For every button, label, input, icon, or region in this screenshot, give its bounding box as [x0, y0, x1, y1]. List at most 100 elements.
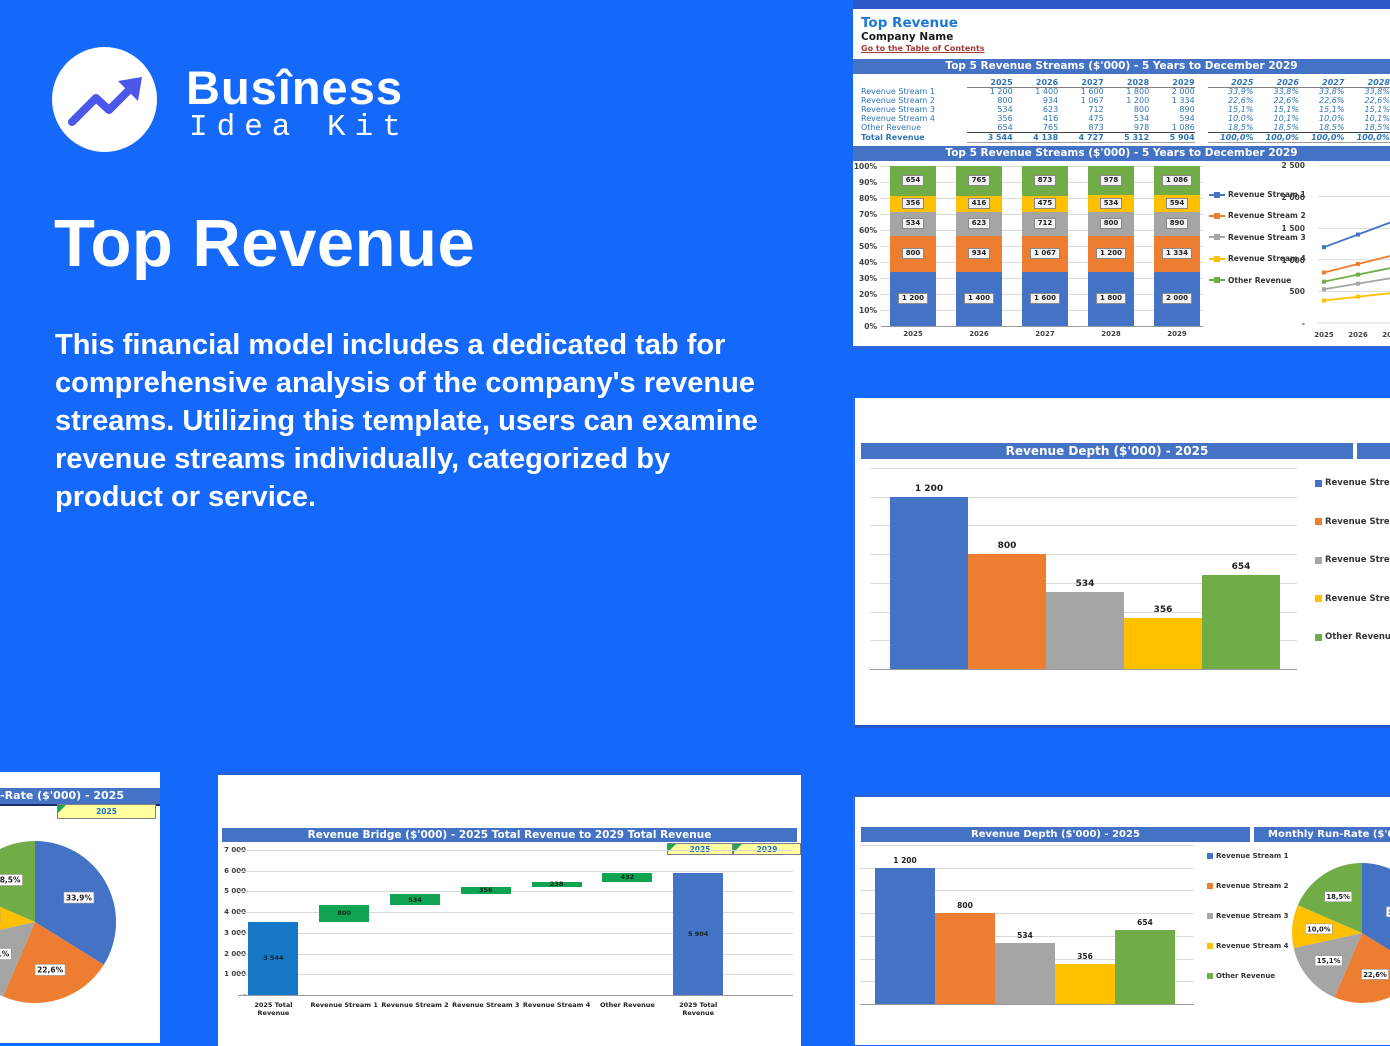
bridge-banner: Revenue Bridge ($'000) - 2025 Total Reve…	[222, 828, 797, 842]
y-tick: -	[1301, 319, 1305, 328]
cell-value: 1 800	[1126, 87, 1150, 96]
bar	[1046, 592, 1124, 669]
page-description: This financial model includes a dedicate…	[55, 329, 758, 513]
toc-link[interactable]: Go to the Table of Contents	[861, 44, 985, 53]
year-selector-value: 2025	[96, 807, 117, 816]
waterfall-bar	[673, 872, 724, 995]
y-tick: 500	[1289, 287, 1305, 297]
bar	[968, 554, 1046, 669]
value-chip: 800	[1099, 218, 1123, 230]
stacked-bar: 1 600 1 067 712 475 873	[1022, 166, 1068, 326]
bar-value-label: 432	[620, 873, 635, 882]
bar-value-label: 534	[1017, 931, 1033, 941]
legend-swatch	[1315, 595, 1322, 603]
grid-line	[238, 974, 793, 976]
bar-segment: 623	[956, 211, 1002, 236]
cell-pct: 18,5%	[1364, 123, 1390, 132]
legend-marker	[1209, 212, 1225, 219]
x-tick: Revenue Stream 1	[310, 1001, 378, 1009]
value-chip: 934	[967, 248, 991, 260]
grid-line	[238, 995, 793, 996]
year-selector[interactable]: 2025	[57, 804, 156, 819]
cell-value: 1 600	[1080, 87, 1104, 96]
y-tick: 40%	[859, 258, 877, 267]
grid-line	[870, 554, 1297, 556]
bar-segment: 1 200	[1088, 235, 1134, 272]
cell-pct: 33,8%	[1319, 87, 1345, 96]
legend-label: Revenue Stream 1	[1216, 852, 1289, 860]
cell-value: 873	[1088, 123, 1104, 132]
bar-value-label: 800	[997, 541, 1017, 552]
grid-line	[238, 912, 793, 914]
grid-line	[860, 1004, 1194, 1005]
brand-subname: Idea Kit	[189, 110, 410, 145]
y-tick: 50%	[859, 242, 877, 251]
svg-text:10,0%: 10,0%	[1307, 925, 1331, 933]
svg-text:15,1%: 15,1%	[1317, 957, 1341, 965]
legend-item: Revenue Stream 3	[1315, 555, 1390, 565]
grid-line	[870, 669, 1297, 670]
data-point	[1356, 294, 1360, 299]
depth-banner-small: Revenue Depth ($'000) - 2025	[861, 827, 1250, 842]
legend-label: Other Revenue	[1216, 972, 1276, 980]
bar	[1202, 575, 1280, 669]
bar-value-label: 3 544	[263, 954, 284, 963]
cell-value: 1 334	[1171, 96, 1195, 105]
y-tick: 7 000	[224, 846, 246, 854]
x-tick: 2028	[1101, 330, 1121, 338]
bar-value-label: 356	[479, 886, 493, 895]
legend-marker	[1209, 234, 1225, 241]
pie-label: 15,1%	[0, 948, 12, 960]
stacked-bar: 1 200 800 534 356 654	[890, 166, 936, 326]
bar-value-label: 800	[337, 909, 351, 918]
legend-label: Revenue Stream 4	[1216, 942, 1289, 950]
cell-value: 1 400	[1035, 87, 1059, 96]
legend-label: Revenue Stream 2	[1325, 516, 1390, 527]
run-rate-banner-small: Monthly Run-Rate ($'000) - 2025	[1254, 827, 1390, 842]
y-tick: 0%	[864, 322, 877, 331]
cell-pct: 10,1%	[1273, 114, 1299, 123]
value-chip: 1 334	[1162, 248, 1192, 260]
run-rate-banner-text: Monthly Run-Rate ($'000) - 2025	[0, 789, 124, 802]
line-chart-y-axis: 2 500 2 000 1 500 1 000 500 -	[1279, 161, 1307, 335]
cell-value: 4 138	[1012, 132, 1059, 143]
page-title: Top Revenue	[54, 206, 476, 281]
y-tick: 2 000	[224, 949, 246, 958]
cell-pct: 2028	[1344, 78, 1390, 88]
cell-pct: 2026	[1253, 78, 1299, 88]
bridge-year-to-selector[interactable]: 2029	[733, 843, 801, 855]
company-name: Company Name	[861, 31, 954, 43]
y-tick: 1 500	[1281, 224, 1306, 234]
waterfall-bar	[248, 921, 299, 995]
y-tick: 6 000	[224, 866, 246, 875]
bar-segment: 800	[890, 235, 936, 272]
bar-segment: 1 086	[1154, 166, 1200, 196]
grid-line	[860, 890, 1194, 892]
cell-value: 1 200	[1126, 96, 1150, 105]
cell-value: 5 312	[1103, 132, 1150, 143]
waterfall-bar	[390, 893, 440, 905]
value-chip: 890	[1165, 218, 1189, 230]
cell-pct: 100,0%	[1207, 132, 1254, 143]
cell-value: 2 000	[1171, 87, 1195, 96]
bridge-year-from-selector[interactable]: 2025	[667, 843, 733, 855]
cell-pct: 100,0%	[1344, 132, 1390, 143]
data-point	[1322, 270, 1326, 275]
table-row: Other Revenue 654 765 873 978 1 086 18,5% 18,5%…	[853, 123, 1390, 132]
bar-segment: 416	[956, 195, 1002, 212]
cell-value: 890	[1179, 105, 1195, 114]
bar-segment: 1 600	[1022, 271, 1068, 326]
value-chip: 594	[1165, 198, 1189, 210]
pie-label: 33,9%	[63, 891, 95, 904]
waterfall-bar	[602, 872, 653, 882]
cell-pct: 100,0%	[1298, 132, 1345, 143]
legend-label: Revenue Stream 4	[1228, 254, 1306, 264]
legend-marker	[1209, 191, 1225, 198]
svg-text:22,6%: 22,6%	[37, 966, 64, 975]
bar-segment: 534	[890, 211, 936, 236]
grid-line	[860, 913, 1194, 915]
pie-label: 33,9%	[1386, 906, 1390, 918]
table-row: 2025 2026 2027 2028 2029 2025 2026 2027 2028	[853, 78, 1390, 88]
cell-value: 623	[1042, 105, 1059, 114]
